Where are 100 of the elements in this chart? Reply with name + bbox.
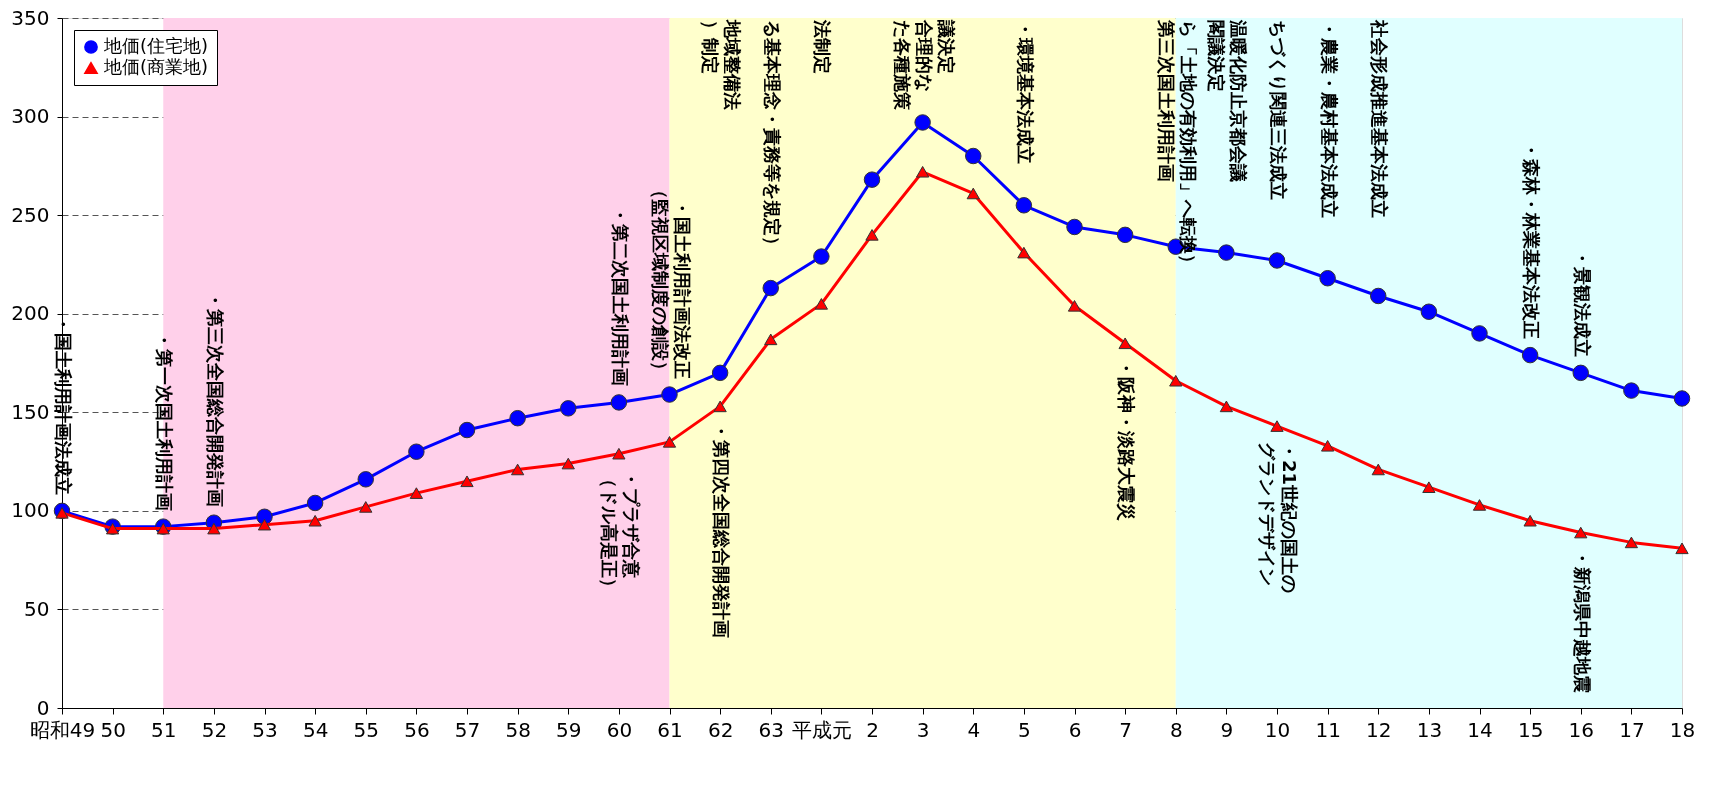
point — [1624, 536, 1638, 549]
point — [359, 501, 373, 513]
point — [813, 248, 830, 265]
annotation: グランドデザイン — [1257, 442, 1278, 587]
point — [1675, 542, 1689, 555]
point — [306, 494, 324, 512]
x-tick-label: 3 — [916, 717, 930, 742]
point — [458, 421, 476, 439]
legend-label: 地価(商業地) — [103, 56, 209, 77]
point — [1017, 246, 1031, 259]
point — [916, 165, 930, 178]
point — [207, 522, 221, 535]
point — [408, 443, 425, 460]
y-tick-label: 50 — [24, 596, 50, 621]
x-tick-label: 58 — [505, 717, 531, 742]
point — [1066, 218, 1083, 236]
annotation: る基本理念・責務等を規定） — [761, 20, 783, 254]
point — [1572, 364, 1589, 382]
x-tick-label: 50 — [100, 717, 126, 742]
point — [612, 447, 626, 460]
point — [914, 114, 931, 131]
annotation: ら「土地の有効利用」へ転換） — [1177, 20, 1199, 272]
x-tick-label: 平成元 — [791, 717, 852, 742]
point — [1118, 337, 1132, 350]
annotation: 法制定 — [812, 19, 834, 74]
point — [764, 333, 778, 346]
x-tick-label: 14 — [1467, 717, 1493, 742]
annotation: ・阪神・淡路大震災 — [1116, 359, 1138, 522]
point — [1218, 244, 1235, 261]
point — [106, 522, 120, 535]
point — [966, 187, 980, 200]
point — [509, 409, 526, 427]
point — [865, 229, 879, 241]
point — [1270, 420, 1284, 432]
annotation: 温暖化防止京都会議 — [1228, 19, 1250, 182]
annotation: ちづくり関連三法成立 — [1268, 20, 1289, 200]
y-tick-label: 350 — [11, 5, 50, 30]
legend-label: 地価(住宅地) — [103, 35, 209, 56]
point — [561, 457, 575, 470]
annotation: ・21世紀の国土の — [1279, 442, 1300, 594]
point — [713, 400, 727, 413]
annotation: ・国土利用計画法改正 — [671, 198, 693, 379]
point — [1116, 226, 1134, 244]
point — [357, 471, 374, 488]
x-tick-label: 15 — [1517, 717, 1544, 742]
annotation: 議決定 — [935, 19, 957, 74]
annotation: ・第四次全国総合開発計画 — [711, 422, 733, 639]
annotation: ・第一次国土利用計画 — [154, 330, 176, 511]
point — [460, 475, 474, 488]
annotation: ・景観法成立 — [1571, 248, 1593, 357]
x-tick-label: 6 — [1068, 717, 1082, 742]
point — [661, 386, 678, 403]
annotation: 第三次国土利用計画 — [1155, 19, 1177, 182]
annotation: （ドル高是正） — [598, 469, 620, 596]
x-tick-label: 61 — [657, 717, 683, 742]
x-tick-label: 10 — [1264, 717, 1291, 742]
x-tick-label: 13 — [1416, 717, 1443, 742]
point — [1321, 440, 1335, 452]
point — [156, 522, 170, 535]
y-tick-label: 250 — [11, 202, 50, 227]
point — [1623, 382, 1640, 399]
x-tick-label: 18 — [1669, 717, 1696, 742]
point — [1319, 270, 1336, 287]
x-tick-label: 53 — [252, 717, 278, 742]
annotation: 合理的な — [913, 19, 935, 92]
point — [511, 463, 525, 476]
point — [1673, 390, 1691, 407]
point — [762, 279, 779, 297]
point — [1523, 514, 1537, 527]
x-tick-label: 8 — [1169, 717, 1183, 742]
x-tick-label: 51 — [151, 717, 177, 742]
annotation: ・森林・林業基本法改正 — [1521, 141, 1543, 340]
annotation: ・新潟県中越地震 — [1571, 548, 1593, 693]
point — [1015, 197, 1033, 214]
point — [1521, 346, 1539, 364]
y-tick-label: 100 — [11, 498, 50, 523]
y-tick-label: 300 — [11, 104, 50, 129]
x-tick-label: 60 — [606, 717, 633, 742]
point — [1420, 303, 1438, 320]
x-tick-label: 9 — [1220, 717, 1234, 742]
point — [1067, 300, 1082, 312]
annotation: ・環境基本法成立 — [1014, 20, 1036, 164]
x-tick-label: 昭和49 — [29, 717, 96, 742]
point — [1169, 374, 1183, 387]
point — [55, 507, 69, 519]
annotation: ・農業・農村基本法成立 — [1318, 20, 1340, 218]
x-tick-label: 16 — [1568, 717, 1594, 742]
annotation: 社会形成推進基本法成立 — [1369, 19, 1391, 218]
annotation: ・プラザ合意 — [620, 469, 642, 579]
point — [1370, 287, 1387, 305]
x-tick-label: 5 — [1018, 717, 1031, 742]
annotation: （監視区域制度の創設） — [649, 180, 671, 379]
annotation: 地域整備法 — [722, 19, 744, 110]
x-tick-label: 52 — [201, 717, 228, 742]
annotation: た各種施策 — [891, 20, 913, 110]
x-tick-label: 12 — [1366, 717, 1392, 742]
point — [257, 518, 272, 531]
point — [1219, 400, 1233, 413]
point — [1422, 481, 1436, 493]
x-tick-label: 54 — [302, 717, 329, 742]
